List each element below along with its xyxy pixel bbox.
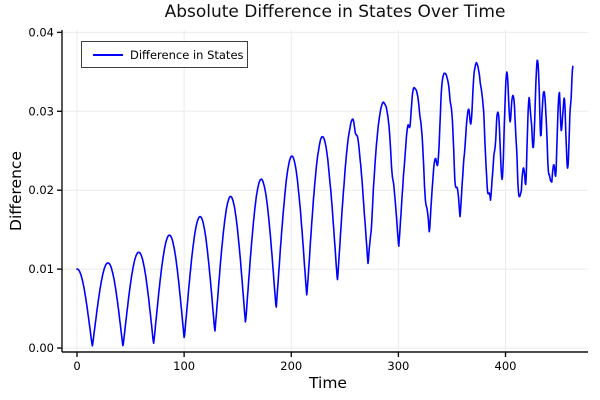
legend: Difference in States xyxy=(81,41,248,68)
x-tick-label: 300 xyxy=(387,359,409,373)
y-axis-label: Difference xyxy=(7,151,25,231)
series-line xyxy=(76,59,574,347)
x-tick-label: 200 xyxy=(280,359,302,373)
chart-title: Absolute Difference in States Over Time xyxy=(164,2,506,22)
axes: 0 100 200 300 400 0.00 0.01 0.02 0.03 0.04 xyxy=(28,25,588,373)
y-tick-label: 0.04 xyxy=(28,25,54,39)
x-tick-label: 0 xyxy=(73,359,80,373)
x-tick-label: 400 xyxy=(495,359,517,373)
x-tick-label: 100 xyxy=(173,359,195,373)
gridlines xyxy=(62,30,588,352)
legend-line-sample xyxy=(93,53,123,56)
y-tick-label: 0.03 xyxy=(28,104,54,118)
y-tick-label: 0.02 xyxy=(28,183,54,197)
x-axis-label: Time xyxy=(309,374,347,392)
legend-label: Difference in States xyxy=(130,47,244,62)
y-tick-label: 0.01 xyxy=(28,262,54,276)
y-tick-label: 0.00 xyxy=(28,341,54,355)
